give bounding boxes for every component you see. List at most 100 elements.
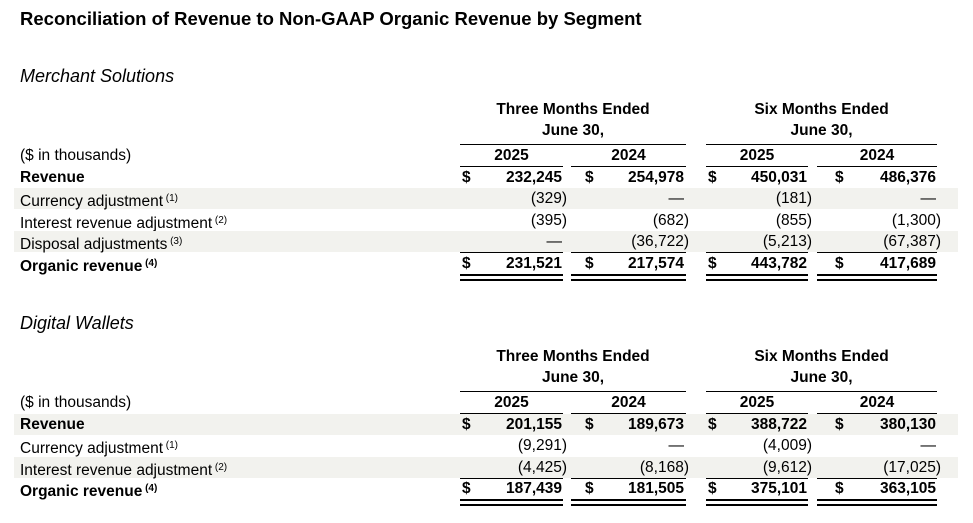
year-header: 2024	[859, 394, 895, 411]
year-header: 2024	[611, 394, 646, 411]
row-label: Revenue	[20, 414, 85, 435]
value-cell: (181)	[775, 190, 812, 207]
row-label-text: Interest revenue adjustment	[20, 461, 213, 479]
section-title: Merchant Solutions	[20, 66, 175, 86]
value-cell: (4,009)	[762, 437, 812, 454]
value-cell: 189,673	[627, 415, 684, 433]
value-cell: 443,782	[750, 254, 807, 272]
total-double-rule	[460, 499, 563, 506]
unit-label: ($ in thousands)	[20, 147, 132, 164]
value-cell: (855)	[775, 211, 812, 229]
currency-symbol: $	[585, 168, 594, 186]
row-label-text: Organic revenue	[20, 257, 143, 275]
total-double-rule	[706, 273, 808, 281]
subtotal-rule	[817, 252, 937, 253]
value-cell: 450,031	[750, 168, 807, 186]
footnote-ref: (3)	[167, 236, 183, 247]
section-title: Digital Wallets	[20, 313, 134, 333]
row-label-text: Disposal adjustments	[20, 236, 168, 253]
row-label-text: Currency adjustment	[20, 193, 164, 210]
footnote-ref: (2)	[212, 214, 228, 226]
value-cell: (9,612)	[762, 458, 812, 476]
currency-symbol: $	[835, 254, 844, 272]
row-label: Organic revenue (4)	[20, 478, 158, 500]
year-rule	[571, 166, 686, 167]
currency-symbol: $	[708, 254, 717, 272]
total-double-rule	[571, 273, 686, 281]
row-label-text: Organic revenue	[20, 483, 143, 500]
value-cell: 363,105	[879, 480, 936, 497]
footnote-ref: (4)	[142, 257, 158, 269]
row-shading	[14, 231, 958, 252]
value-cell: 388,722	[750, 415, 807, 433]
footnote-ref: (4)	[142, 483, 158, 494]
value-cell: 231,521	[505, 254, 562, 272]
header-rule	[706, 144, 937, 145]
row-label: Currency adjustment (1)	[20, 188, 178, 210]
row-label: Interest revenue adjustment (2)	[20, 210, 228, 232]
header-rule	[706, 391, 937, 392]
currency-symbol: $	[708, 415, 717, 433]
value-cell: (1,300)	[891, 211, 941, 229]
currency-symbol: $	[462, 168, 471, 186]
value-cell: 232,245	[505, 168, 562, 186]
subtotal-rule	[817, 477, 937, 479]
value-cell: 417,689	[879, 254, 936, 272]
year-header: 2025	[739, 147, 775, 164]
row-label-text: Interest revenue adjustment	[20, 214, 213, 232]
currency-symbol: $	[708, 168, 717, 186]
unit-label: ($ in thousands)	[20, 394, 132, 411]
subtotal-rule	[571, 477, 686, 479]
year-header: 2024	[611, 147, 646, 164]
footnote-ref: (1)	[163, 440, 179, 451]
total-double-rule	[817, 273, 937, 281]
year-header: 2025	[739, 394, 775, 411]
period-header: June 30,	[541, 122, 605, 139]
period-header: June 30,	[790, 369, 853, 386]
value-cell: —	[668, 437, 685, 454]
row-label: Disposal adjustments (3)	[20, 231, 183, 253]
period-header: June 30,	[790, 122, 853, 139]
value-cell: 254,978	[627, 168, 684, 186]
header-rule	[460, 144, 686, 145]
subtotal-rule	[460, 252, 563, 253]
currency-symbol: $	[462, 480, 471, 497]
period-header: Three Months Ended	[496, 101, 650, 118]
total-double-rule	[571, 499, 686, 506]
value-cell: (67,387)	[883, 233, 941, 250]
value-cell: 181,505	[627, 480, 684, 497]
page-title: Reconciliation of Revenue to Non-GAAP Or…	[20, 8, 642, 29]
value-cell: (395)	[530, 211, 567, 229]
value-cell: —	[546, 233, 563, 250]
value-cell: (36,722)	[631, 233, 689, 250]
value-cell: (5,213)	[762, 233, 812, 250]
currency-symbol: $	[585, 254, 594, 272]
period-header: June 30,	[541, 369, 605, 386]
total-double-rule	[460, 273, 563, 281]
currency-symbol: $	[585, 480, 594, 497]
footnote-ref: (2)	[212, 461, 228, 473]
row-shading	[14, 188, 958, 209]
period-header: Six Months Ended	[754, 101, 889, 118]
subtotal-rule	[460, 477, 563, 479]
value-cell: —	[920, 437, 937, 454]
value-cell: (4,425)	[517, 458, 567, 476]
row-label-text: Currency adjustment	[20, 440, 164, 457]
subtotal-rule	[706, 477, 808, 479]
row-label: Revenue	[20, 167, 85, 188]
value-cell: (682)	[652, 211, 689, 229]
currency-symbol: $	[835, 415, 844, 433]
currency-symbol: $	[708, 480, 717, 497]
year-header: 2025	[494, 394, 529, 411]
year-rule	[817, 166, 937, 167]
row-shading	[14, 456, 958, 478]
value-cell: —	[668, 190, 685, 207]
total-double-rule	[817, 499, 937, 506]
subtotal-rule	[706, 252, 808, 253]
row-label: Organic revenue (4)	[20, 253, 158, 275]
row-label: Interest revenue adjustment (2)	[20, 457, 228, 479]
value-cell: 187,439	[505, 480, 562, 497]
value-cell: 380,130	[879, 415, 936, 433]
row-label-text: Revenue	[20, 168, 85, 186]
total-double-rule	[706, 499, 808, 506]
